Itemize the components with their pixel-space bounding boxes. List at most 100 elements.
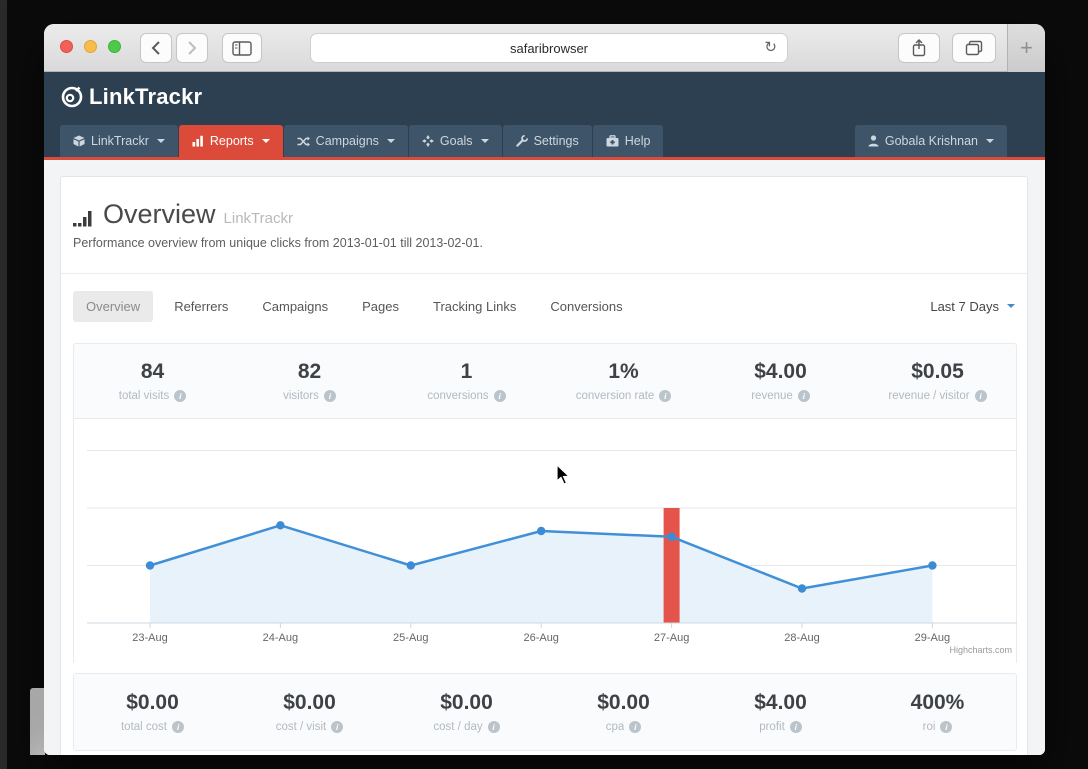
stat-total-visits: 84 total visits [74,344,231,418]
linktrackr-logo-icon [61,86,83,108]
info-icon[interactable] [789,721,802,733]
stat-value: $0.00 [126,691,179,714]
x-axis-label: 24-Aug [263,632,298,644]
chevron-left-icon [151,41,160,55]
tab-pages[interactable]: Pages [362,298,400,314]
stat-value: 1% [608,360,639,383]
address-bar[interactable]: safaribrowser [310,33,788,63]
info-icon[interactable] [174,390,187,402]
chevron-down-icon [156,139,165,143]
nav-item-help[interactable]: Help [592,125,664,157]
chevron-down-icon [986,139,994,143]
back-button[interactable] [140,33,172,63]
new-tab-button[interactable] [1007,24,1045,72]
stat-label: profit [759,721,802,733]
data-point-29-Aug[interactable] [928,561,937,570]
data-point-23-Aug[interactable] [145,561,155,570]
data-point-28-Aug[interactable] [797,584,807,593]
forward-button[interactable] [176,33,208,63]
nav-item-label: Help [624,134,651,148]
reload-icon[interactable] [764,38,777,56]
goals-icon [421,135,434,147]
nav-item-label: Campaigns [315,134,379,148]
stat-value: $0.00 [440,691,493,714]
area-chart: 23-Aug 24-Aug 25-Aug 26-Aug 27-Aug 28-Aug 29-A… [87,450,1017,655]
date-range-label: Last 7 Days [930,298,999,314]
sidebar-toggle-button[interactable] [222,33,262,63]
chart-credits[interactable]: Highcharts.com [949,645,1012,655]
bar-chart-icon [192,135,204,147]
x-axis-label: 23-Aug [132,632,167,644]
info-icon[interactable] [629,721,642,733]
x-axis-label: 25-Aug [393,632,428,644]
info-icon[interactable] [323,390,336,402]
data-point-25-Aug[interactable] [406,561,415,570]
zoom-window-button[interactable] [108,40,121,53]
brand-name: LinkTrackr [89,84,203,109]
minimize-window-button[interactable] [84,40,97,53]
chevron-down-icon [386,139,395,143]
stat-value: 84 [140,360,165,383]
nav-item-goals[interactable]: Goals [408,125,502,157]
stat-label: conversions [427,390,506,402]
medkit-icon [606,135,619,147]
cube-icon [73,135,85,147]
wrench-icon [515,135,528,147]
main-nav: LinkTrackr Reports Campaigns Goals Settings H… [60,125,664,157]
nav-item-campaigns[interactable]: Campaigns [283,125,408,157]
page-title-suffix: LinkTrackr [223,210,293,227]
brand[interactable]: LinkTrackr [60,84,202,110]
stat-label: revenue [751,390,810,402]
stat-conversions: 1 conversions [388,344,545,418]
info-icon[interactable] [974,390,987,402]
stats-row-bottom: $0.00 total cost $0.00 cost / visit $0.00 cos… [73,673,1017,751]
share-button[interactable] [898,33,940,63]
info-icon[interactable] [487,721,500,733]
stat-cost-day: $0.00 cost / day [388,674,545,750]
page-content: Overview LinkTrackr Performance overview… [44,163,1045,755]
report-card: Overview LinkTrackr Performance overview… [60,176,1028,755]
tab-referrers[interactable]: Referrers [174,298,229,314]
data-point-27-Aug[interactable] [667,532,676,541]
nav-item-label: Reports [209,134,254,148]
stat-value: $0.05 [911,360,964,383]
stat-revenue: $4.00 revenue [702,344,859,418]
page-title: Overview [103,199,216,229]
info-icon[interactable] [940,721,953,733]
highlight-bar[interactable] [663,508,680,623]
info-icon[interactable] [172,721,185,733]
tab-tracking-links[interactable]: Tracking Links [433,298,517,314]
stat-label: total cost [121,721,185,733]
safari-window: safaribrowser [44,24,1045,755]
info-icon[interactable] [331,721,344,733]
stat-label: visitors [283,390,336,402]
shuffle-icon [297,136,310,147]
info-icon[interactable] [659,390,672,402]
nav-item-linktrackr[interactable]: LinkTrackr [60,125,178,157]
user-menu-button[interactable]: Gobala Krishnan [854,125,1007,157]
nav-item-label: Goals [439,134,473,148]
info-icon[interactable] [493,390,506,402]
nav-item-reports[interactable]: Reports [178,125,283,157]
chevron-down-icon [261,139,270,143]
desktop-edge [0,0,7,769]
stat-conversion-rate: 1% conversion rate [545,344,702,418]
data-point-24-Aug[interactable] [276,521,285,530]
sidebar-icon [232,40,252,56]
nav-item-settings[interactable]: Settings [502,125,592,157]
info-icon[interactable] [797,390,810,402]
stat-revenue-visitor: $0.05 revenue / visitor [859,344,1016,418]
tab-overview[interactable]: Overview [73,290,154,322]
close-window-button[interactable] [60,40,73,53]
nav-item-label: LinkTrackr [91,134,149,148]
visits-chart[interactable]: 23-Aug 24-Aug 25-Aug 26-Aug 27-Aug 28-Aug 29-A… [73,419,1017,663]
data-point-26-Aug[interactable] [537,526,546,536]
tab-campaigns[interactable]: Campaigns [262,298,329,314]
stat-label: cost / visit [276,721,344,733]
tab-conversions[interactable]: Conversions [550,298,623,314]
header-divider [61,273,1027,274]
stat-cost-visit: $0.00 cost / visit [231,674,388,750]
date-range-dropdown[interactable]: Last 7 Days [930,299,1015,314]
tab-overview-button[interactable] [952,33,996,63]
